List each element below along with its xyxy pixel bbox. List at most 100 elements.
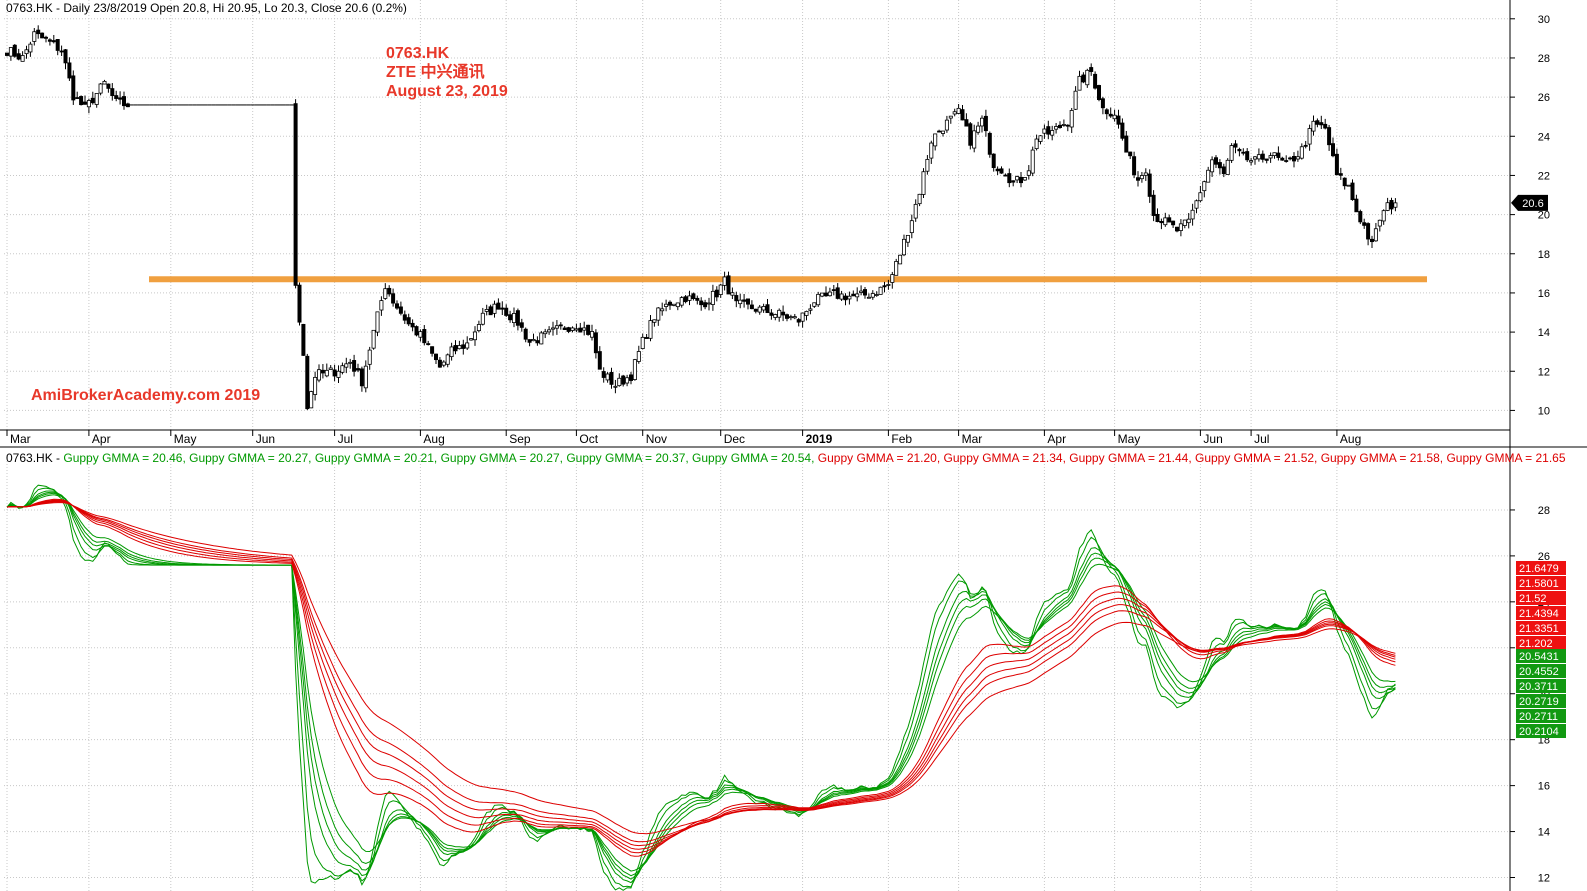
- candle: [1214, 155, 1219, 169]
- candle: [839, 290, 844, 302]
- candle: [430, 346, 435, 357]
- candle-body: [1292, 156, 1297, 162]
- candle-body: [1327, 127, 1332, 146]
- candle: [355, 363, 360, 373]
- candle-body: [125, 103, 130, 108]
- candle: [558, 322, 563, 330]
- gmma-long-value-label: 21.5801: [1519, 578, 1559, 590]
- candle-body: [496, 302, 501, 310]
- candle-body: [8, 47, 13, 57]
- candle-body: [1093, 73, 1098, 89]
- candle: [484, 304, 489, 316]
- candle: [547, 326, 552, 335]
- title-date: August 23, 2019: [386, 83, 508, 100]
- gmma-header-item: Guppy GMMA = 20.27,: [189, 451, 315, 465]
- candle: [1159, 218, 1164, 230]
- candle: [1139, 171, 1144, 183]
- candle-body: [1206, 169, 1211, 183]
- candle-body: [1253, 156, 1258, 160]
- candle-body: [1307, 128, 1312, 145]
- price-y-tick-label: 24: [1538, 131, 1550, 143]
- candle-body: [917, 193, 922, 205]
- candle-body: [987, 132, 992, 155]
- gmma-header-item: Guppy GMMA = 21.34,: [943, 451, 1070, 465]
- candle: [398, 301, 403, 316]
- candle: [1331, 137, 1336, 158]
- candle: [1346, 184, 1351, 187]
- candle-body: [1042, 128, 1047, 134]
- candle-body: [469, 338, 474, 341]
- candle: [738, 293, 743, 309]
- candle: [1132, 151, 1137, 179]
- candle: [1272, 152, 1277, 159]
- candle-body: [418, 331, 423, 338]
- candle-body: [402, 314, 407, 321]
- candle: [426, 340, 431, 346]
- candle: [1011, 180, 1016, 187]
- candle: [1327, 124, 1332, 151]
- candle: [500, 301, 505, 316]
- candle-body: [1385, 202, 1390, 211]
- candle-body: [59, 50, 64, 53]
- gmma-header-item: Guppy GMMA = 21.65: [1446, 451, 1566, 465]
- candle: [348, 358, 353, 369]
- candle: [991, 153, 996, 172]
- candle: [660, 302, 665, 316]
- candle-body: [1159, 221, 1164, 224]
- candle-body: [788, 316, 793, 319]
- candle-body: [1221, 166, 1226, 175]
- candle-body: [51, 40, 56, 43]
- candle-body: [1338, 173, 1343, 176]
- candle: [933, 133, 938, 151]
- candle-body: [976, 125, 981, 133]
- candle: [1058, 121, 1063, 129]
- candle: [297, 282, 302, 326]
- candle-body: [714, 289, 719, 298]
- price-y-tick-label: 10: [1538, 405, 1550, 417]
- candle: [1354, 194, 1359, 213]
- candle-body: [28, 43, 33, 53]
- candle: [629, 371, 634, 385]
- candle: [562, 326, 567, 331]
- candle: [956, 103, 961, 115]
- candle-body: [597, 351, 602, 370]
- candle-body: [1268, 155, 1273, 159]
- candle: [1022, 177, 1027, 181]
- candle-body: [539, 332, 544, 345]
- candle-body: [449, 346, 454, 358]
- candle: [531, 333, 536, 342]
- candle-body: [827, 291, 832, 297]
- candle: [695, 295, 700, 305]
- candle-body: [426, 343, 431, 346]
- candle-body: [1038, 135, 1043, 142]
- candle-body: [1085, 69, 1090, 86]
- x-tick-label: Dec: [724, 432, 745, 446]
- candle: [1264, 158, 1269, 164]
- candle: [792, 313, 797, 320]
- candle-body: [671, 303, 676, 306]
- gmma-short-value-label: 20.3711: [1519, 681, 1558, 693]
- candle-body: [371, 329, 376, 349]
- candle: [820, 292, 825, 298]
- candle: [640, 333, 645, 350]
- candle-body: [1022, 177, 1027, 181]
- candle-body: [593, 332, 598, 354]
- candle-body: [379, 300, 384, 311]
- candle-body: [1323, 123, 1328, 129]
- candle-body: [703, 302, 708, 308]
- candle-body: [956, 107, 961, 114]
- candle: [1077, 70, 1082, 91]
- candle: [980, 115, 985, 133]
- candle-body: [554, 325, 559, 329]
- price-y-tick-label: 28: [1538, 53, 1550, 65]
- candle: [652, 319, 657, 327]
- candle: [32, 27, 37, 46]
- candle: [859, 285, 864, 296]
- candle-body: [1058, 124, 1063, 128]
- candle-body: [765, 304, 770, 314]
- candle-body: [859, 290, 864, 293]
- candle-body: [1299, 146, 1304, 159]
- candle: [535, 336, 540, 346]
- candle: [847, 291, 852, 305]
- candle: [1104, 108, 1109, 120]
